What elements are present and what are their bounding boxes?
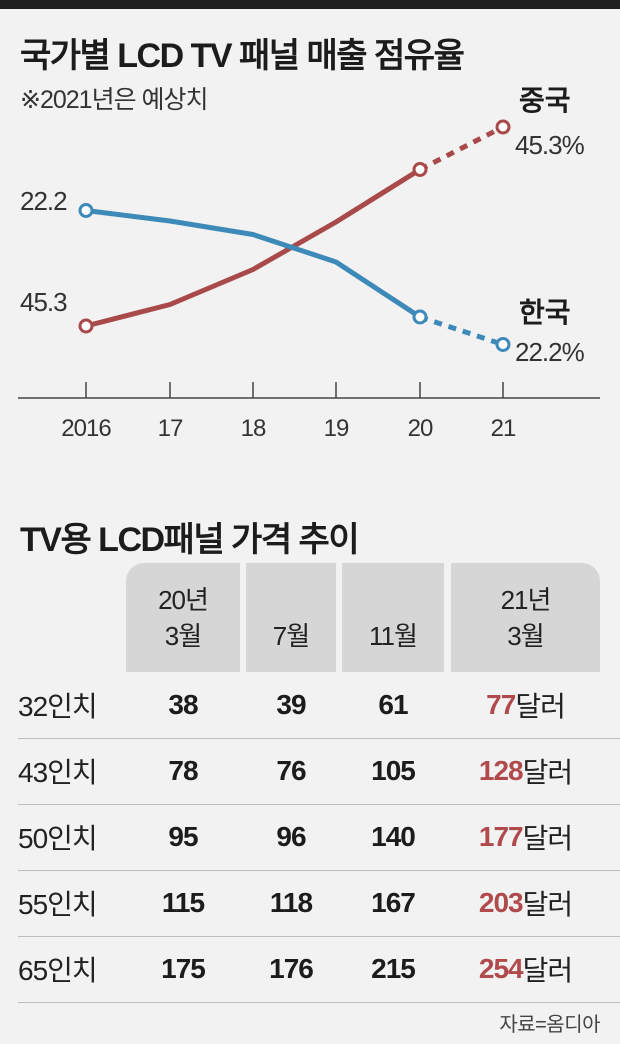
table-row: 32인치 38 39 61 77 달러 bbox=[18, 672, 620, 739]
price-cell: 115 bbox=[161, 887, 205, 918]
price-cell: 176 bbox=[269, 953, 314, 984]
x-tick-label: 20 bbox=[408, 415, 433, 442]
price-unit: 달러 bbox=[522, 823, 574, 854]
price-cell: 95 bbox=[168, 821, 198, 852]
start-value-label: 22.2 bbox=[20, 186, 67, 216]
header-cell: 20년 3월 bbox=[126, 563, 240, 672]
x-tick-label: 17 bbox=[158, 415, 183, 442]
price-cell: 118 bbox=[269, 887, 313, 918]
price-cell: 215 bbox=[371, 953, 416, 984]
header-cell: 7월 bbox=[246, 563, 336, 672]
top-rule bbox=[0, 0, 620, 9]
data-point-marker bbox=[495, 119, 511, 135]
data-point-marker bbox=[78, 203, 94, 218]
price-unit: 달러 bbox=[522, 955, 574, 986]
header-line-2: 3월 bbox=[507, 620, 544, 651]
header-line-1: 20년 bbox=[158, 584, 209, 615]
price-cell-highlight: 254 달러 bbox=[451, 936, 600, 1002]
price-cell: 167 bbox=[371, 887, 416, 918]
row-label: 32인치 bbox=[18, 691, 98, 722]
header-cell: 11월 bbox=[342, 563, 444, 672]
line-chart: 2016 17 18 19 20 21 45.3 22.2 중국 45.3% 한국 22.2% bbox=[18, 85, 600, 442]
price-cell: 96 bbox=[276, 821, 306, 852]
data-point-marker bbox=[412, 309, 428, 325]
series-end-value: 22.2% bbox=[515, 337, 585, 367]
series-line-1 bbox=[83, 208, 423, 320]
price-cell: 175 bbox=[161, 953, 206, 984]
x-tick-label: 18 bbox=[241, 415, 266, 442]
start-value-label: 45.3 bbox=[20, 287, 67, 317]
series-end-value: 45.3% bbox=[515, 130, 585, 160]
series-name-label: 중국 bbox=[519, 85, 571, 116]
price-value: 128 bbox=[478, 755, 524, 786]
price-cell-highlight: 128 달러 bbox=[451, 738, 600, 804]
projection-line-1 bbox=[419, 314, 504, 347]
price-cell: 78 bbox=[168, 755, 198, 786]
price-value: 203 bbox=[478, 887, 524, 918]
header-line-1: 21년 bbox=[500, 584, 552, 615]
price-value: 254 bbox=[478, 953, 524, 984]
header-line-2: 11월 bbox=[369, 620, 418, 651]
row-label: 43인치 bbox=[18, 757, 98, 788]
table-row: 55인치 115 118 167 203 달러 bbox=[18, 870, 620, 937]
header-line-2: 3월 bbox=[164, 620, 202, 651]
table-row: 43인치 78 76 105 128 달러 bbox=[18, 738, 620, 805]
row-label: 50인치 bbox=[18, 823, 98, 854]
series-line-0 bbox=[83, 167, 423, 329]
x-tick-label: 19 bbox=[324, 415, 349, 442]
price-unit: 달러 bbox=[522, 889, 574, 920]
source-credit: 자료=옴디아 bbox=[499, 1014, 600, 1036]
table-row: 65인치 175 176 215 254 달러 bbox=[18, 936, 620, 1003]
data-point-marker bbox=[412, 162, 428, 177]
price-cell-highlight: 77 달러 bbox=[451, 672, 600, 738]
price-cell-highlight: 203 달러 bbox=[451, 870, 600, 936]
table-title: TV용 LCD패널 가격 추이 bbox=[20, 521, 360, 559]
row-label: 55인치 bbox=[18, 889, 98, 920]
price-unit: 달러 bbox=[515, 691, 566, 722]
price-cell: 38 bbox=[168, 689, 198, 720]
chart-subtitle: ※2021년은 예상치 bbox=[20, 86, 209, 114]
table-row: 50인치 95 96 140 177 달러 bbox=[18, 804, 620, 871]
price-cell: 140 bbox=[371, 821, 416, 852]
header-cell: 21년 3월 bbox=[451, 563, 600, 672]
header-line-2: 7월 bbox=[272, 620, 310, 651]
price-cell-highlight: 177 달러 bbox=[451, 804, 600, 870]
price-cell: 61 bbox=[378, 689, 408, 720]
x-tick-label: 21 bbox=[491, 415, 516, 442]
data-point-marker bbox=[495, 337, 511, 352]
x-tick-label: 2016 bbox=[61, 415, 111, 442]
price-value: 77 bbox=[486, 689, 516, 720]
chart-title: 국가별 LCD TV 패널 매출 점유율 bbox=[20, 37, 465, 75]
price-cell: 76 bbox=[276, 755, 306, 786]
price-unit: 달러 bbox=[522, 757, 574, 788]
series-name-label: 한국 bbox=[519, 297, 571, 328]
price-cell: 39 bbox=[276, 689, 306, 720]
price-value: 177 bbox=[478, 821, 524, 852]
price-cell: 105 bbox=[371, 755, 416, 786]
projection-line-0 bbox=[418, 124, 505, 172]
data-point-marker bbox=[78, 318, 94, 334]
row-label: 65인치 bbox=[18, 955, 98, 986]
